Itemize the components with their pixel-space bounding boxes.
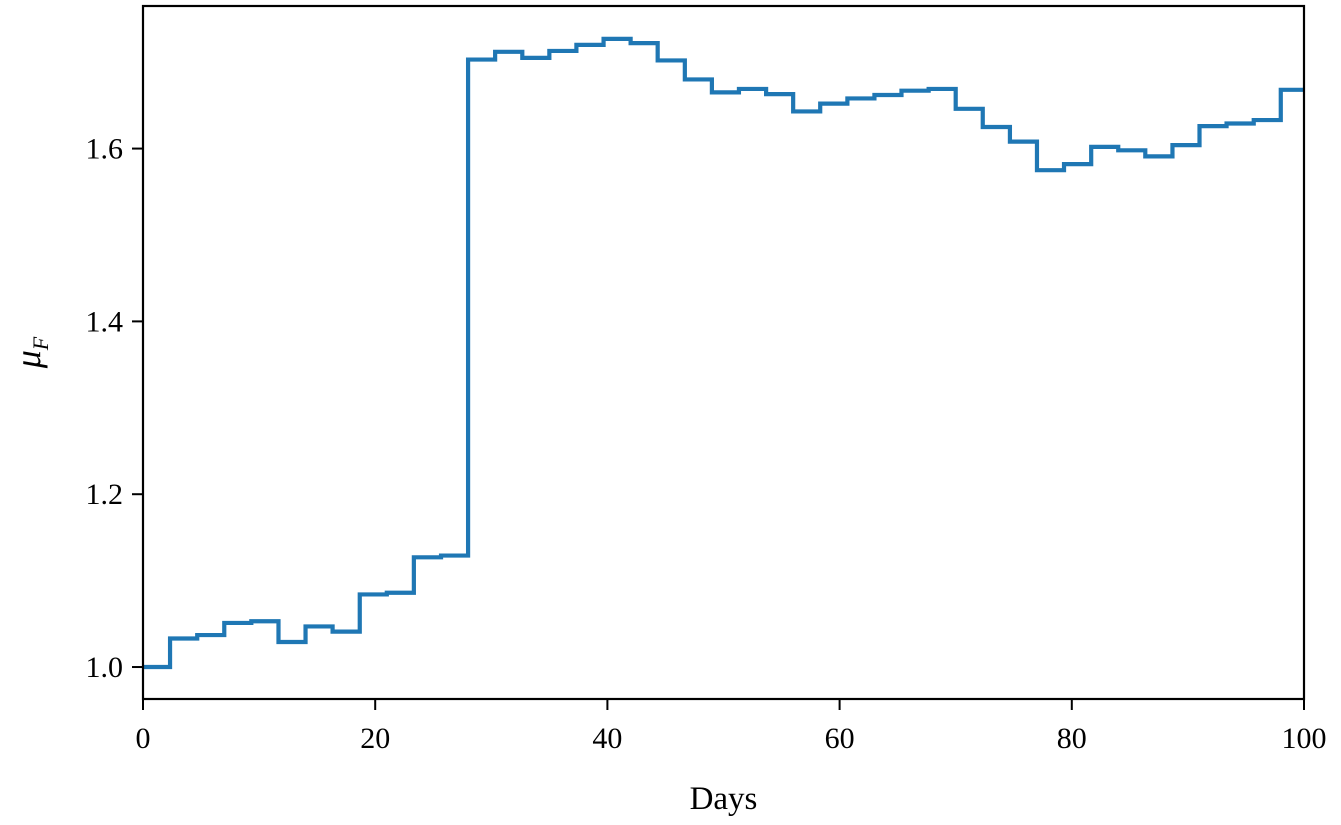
y-axis-label-subscript: F <box>28 336 53 351</box>
y-tick-label: 1.4 <box>86 305 124 338</box>
series-line-0 <box>143 36 1304 670</box>
y-axis-label-symbol: μ <box>8 350 48 369</box>
y-tick-label: 1.6 <box>86 133 124 166</box>
y-tick-label: 1.2 <box>86 478 124 511</box>
x-tick-label: 60 <box>825 722 855 755</box>
y-tick-label: 1.0 <box>86 651 124 684</box>
x-tick-label: 0 <box>136 722 151 755</box>
y-axis-ticks: 1.0 1.2 1.4 1.6 <box>86 133 143 684</box>
x-tick-label: 20 <box>360 722 390 755</box>
y-axis-label: μF <box>8 336 53 369</box>
x-tick-label: 80 <box>1057 722 1087 755</box>
x-tick-label: 40 <box>592 722 622 755</box>
x-axis-ticks: 0 20 40 60 80 100 <box>136 699 1327 755</box>
plot-area <box>143 36 1304 670</box>
x-tick-label: 100 <box>1282 722 1327 755</box>
x-axis-label: Days <box>690 781 758 817</box>
axes-frame <box>141 4 1306 701</box>
